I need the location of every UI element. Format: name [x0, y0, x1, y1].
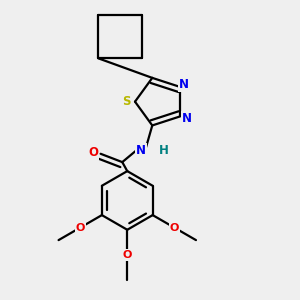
Text: S: S [122, 95, 131, 108]
Text: O: O [76, 223, 85, 232]
Text: O: O [169, 223, 179, 232]
Text: O: O [123, 250, 132, 260]
Text: N: N [136, 144, 146, 157]
Text: O: O [88, 146, 98, 159]
Text: N: N [179, 78, 189, 91]
Text: N: N [182, 112, 192, 124]
Text: H: H [159, 144, 169, 157]
